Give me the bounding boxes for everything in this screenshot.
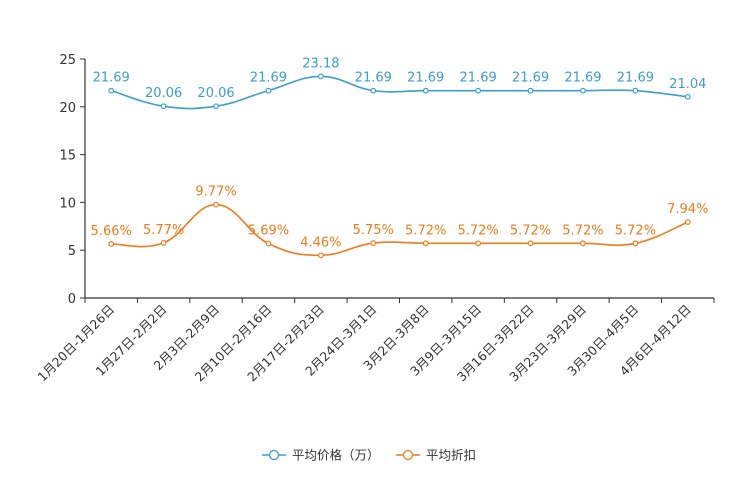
data-point	[632, 240, 639, 247]
legend-item-1[interactable]: 平均价格（万）	[262, 448, 380, 463]
data-label: 5.66%	[91, 224, 132, 239]
data-label: 4.46%	[300, 235, 341, 250]
data-point	[160, 239, 167, 246]
legend-label: 平均价格（万）	[292, 448, 380, 463]
data-label: 9.77%	[195, 185, 236, 200]
data-point	[632, 87, 639, 94]
data-point	[265, 240, 272, 247]
data-label: 7.94%	[667, 202, 708, 217]
data-label: 23.18	[302, 56, 339, 71]
legend-item-2[interactable]: 平均折扣	[396, 448, 476, 463]
legend-marker-icon	[402, 449, 414, 461]
data-point	[422, 87, 429, 94]
y-tick-label: 15	[59, 149, 76, 164]
data-label: 5.72%	[457, 223, 498, 238]
data-label: 21.69	[355, 71, 392, 86]
y-tick-label: 5	[68, 244, 76, 259]
data-label: 21.69	[617, 71, 654, 86]
legend-label: 平均折扣	[426, 448, 476, 463]
data-point	[684, 219, 691, 225]
data-label: 21.69	[460, 71, 497, 86]
data-label: 5.77%	[143, 223, 184, 238]
data-label: 5.72%	[615, 223, 656, 238]
data-point	[213, 201, 219, 208]
legend-marker-icon	[268, 449, 280, 461]
data-point	[108, 87, 115, 94]
y-tick-label: 0	[68, 292, 76, 307]
data-point	[317, 73, 324, 80]
data-label: 21.69	[512, 71, 549, 86]
data-point	[108, 240, 115, 247]
data-label: 5.72%	[405, 223, 446, 238]
data-point	[265, 87, 272, 94]
data-point	[160, 103, 167, 110]
data-label: 21.69	[564, 71, 601, 86]
data-label: 20.06	[197, 86, 234, 101]
data-label: 21.69	[93, 71, 130, 86]
series-line-1	[110, 75, 688, 110]
data-point	[213, 103, 219, 110]
series-lines	[108, 73, 691, 259]
data-labels: 21.69 20.06 20.06 21.69 23.18 21.69 21.69 21.69…	[91, 56, 709, 250]
y-tick-label: 25	[59, 53, 76, 68]
data-point	[475, 240, 482, 247]
y-axis-ticks: 0 5 10 15 20 25	[59, 53, 85, 307]
data-point	[422, 240, 429, 247]
data-label: 5.69%	[248, 224, 289, 239]
data-label: 21.04	[669, 77, 706, 92]
data-label: 20.06	[145, 86, 182, 101]
data-label: 5.75%	[353, 223, 394, 238]
data-point	[370, 240, 377, 246]
data-point	[580, 87, 586, 94]
legend[interactable]: 平均价格（万） 平均折扣	[262, 448, 476, 463]
data-point	[527, 240, 534, 247]
data-point	[684, 93, 691, 100]
data-label: 21.69	[407, 71, 444, 86]
y-tick-label: 20	[59, 101, 76, 116]
data-point	[527, 87, 534, 94]
x-axis-ticks: 1月20日-1月26日1月27日-2月2日2月3日-2月9日2月10日-2月16…	[34, 298, 715, 384]
data-point	[370, 87, 377, 94]
data-label: 5.72%	[562, 223, 603, 238]
data-point	[580, 240, 586, 247]
data-label: 5.72%	[510, 223, 551, 238]
data-point	[317, 252, 324, 259]
y-tick-label: 10	[59, 196, 76, 211]
data-label: 21.69	[250, 71, 287, 86]
data-point	[475, 87, 482, 94]
